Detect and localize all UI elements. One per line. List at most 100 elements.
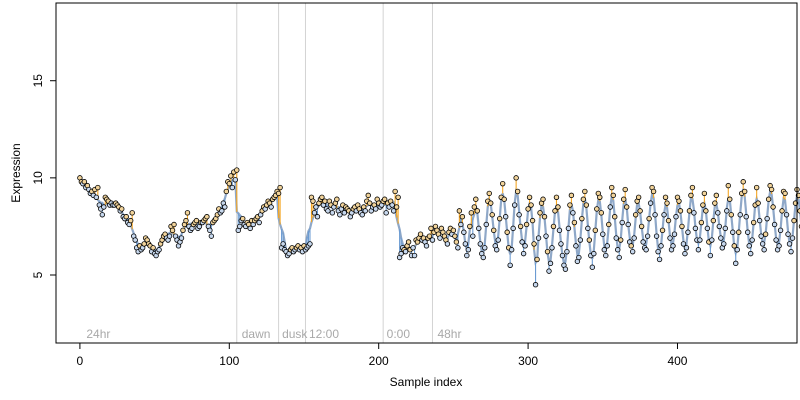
data-point (482, 245, 488, 251)
data-point (688, 192, 694, 199)
data-point (502, 214, 509, 220)
data-point (208, 233, 215, 239)
data-point (402, 248, 409, 255)
data-point (81, 179, 88, 185)
data-point (359, 212, 365, 218)
data-point (483, 221, 489, 228)
data-point (606, 221, 612, 228)
data-point (771, 221, 778, 228)
data-point (373, 206, 379, 212)
data-point (522, 243, 528, 249)
data-point (513, 175, 519, 181)
data-point (789, 235, 796, 241)
condition-label: dusk (282, 327, 308, 341)
data-point (429, 237, 436, 243)
data-point (679, 223, 685, 230)
data-point (734, 247, 740, 253)
condition-label: 12:00 (309, 327, 339, 341)
data-point (570, 210, 576, 216)
data-point (755, 200, 761, 206)
data-point (390, 208, 397, 214)
data-point (727, 196, 733, 202)
condition-label: 0:00 (387, 327, 411, 341)
data-point (622, 186, 628, 193)
data-point (552, 208, 558, 214)
data-point (758, 233, 764, 239)
data-point (594, 206, 600, 212)
data-point (756, 217, 763, 224)
data-point (528, 202, 534, 208)
data-point (692, 225, 699, 232)
data-point (489, 212, 495, 218)
data-point (232, 177, 238, 183)
data-point (444, 241, 451, 247)
data-point (565, 225, 572, 232)
data-point (237, 223, 243, 230)
data-point (773, 237, 779, 243)
data-point (603, 252, 609, 259)
data-point (691, 210, 697, 216)
data-point (362, 208, 368, 214)
data-point (610, 192, 616, 199)
data-point (567, 202, 573, 208)
data-point (470, 233, 476, 239)
data-point (529, 217, 536, 224)
data-point (655, 248, 661, 255)
data-point (733, 260, 739, 267)
data-point (541, 214, 548, 220)
data-point (389, 202, 395, 208)
data-point (612, 214, 618, 220)
x-axis-title: Sample index (390, 375, 463, 389)
x-tick-label: 300 (518, 354, 538, 368)
data-point (722, 225, 728, 232)
data-point (656, 256, 663, 263)
data-point (589, 264, 596, 270)
data-point (453, 239, 460, 245)
data-point (747, 250, 754, 257)
data-point (607, 204, 613, 210)
data-point (770, 204, 776, 210)
data-point (543, 233, 549, 239)
data-point (667, 235, 673, 241)
data-point (583, 202, 590, 208)
data-point (169, 227, 176, 234)
y-axis: 5 10 15 (31, 74, 57, 278)
data-point (319, 194, 325, 200)
condition-boundaries (236, 3, 433, 343)
data-points (77, 167, 800, 288)
data-point (783, 212, 790, 218)
data-point (615, 247, 621, 253)
data-point (410, 245, 416, 251)
data-point (571, 219, 578, 226)
data-point (637, 208, 643, 214)
data-point (658, 243, 664, 249)
data-point (777, 227, 784, 234)
data-point (662, 194, 669, 200)
data-point (635, 194, 642, 200)
data-point (786, 241, 793, 247)
data-point (761, 247, 767, 253)
data-point (516, 212, 522, 218)
data-point (423, 243, 430, 249)
data-point (127, 217, 134, 224)
data-point (616, 254, 622, 261)
data-point (535, 235, 542, 241)
x-tick-label: 0 (77, 354, 84, 368)
data-point (707, 252, 714, 259)
data-point (762, 231, 769, 237)
data-point (586, 237, 593, 243)
data-point (464, 252, 470, 259)
data-point (180, 227, 186, 234)
data-point (455, 245, 461, 251)
data-point (450, 227, 457, 234)
data-point (579, 215, 585, 222)
data-point (280, 241, 286, 247)
data-point (700, 202, 706, 208)
data-point (731, 243, 737, 249)
x-tick-label: 400 (667, 354, 687, 368)
data-point (659, 227, 666, 234)
y-axis-title: Expression (9, 143, 23, 202)
data-point (411, 252, 418, 259)
data-point (547, 260, 554, 267)
data-point (474, 208, 480, 214)
